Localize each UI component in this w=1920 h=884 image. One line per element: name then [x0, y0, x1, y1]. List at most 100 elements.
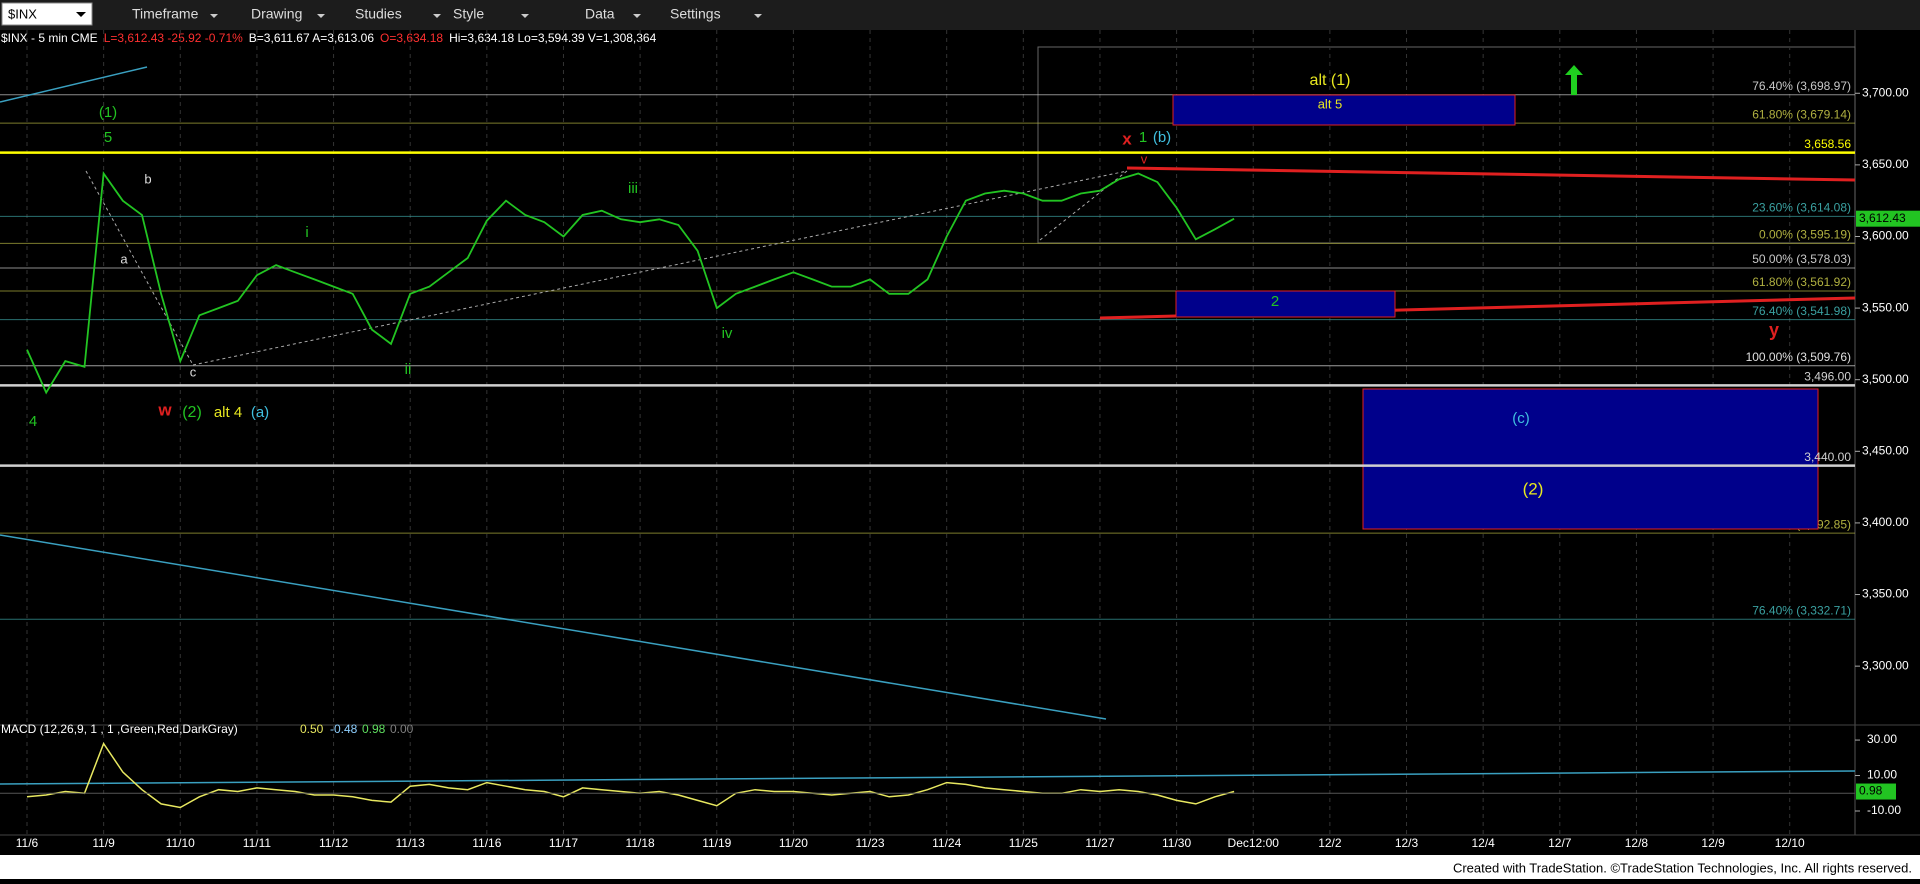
- x-tick-label: 11/16: [472, 836, 501, 850]
- level-label: 3,496.00: [1804, 370, 1851, 384]
- dotted-line: [85, 170, 194, 366]
- wave-label: 1: [1139, 129, 1147, 146]
- wave-label: iii: [628, 180, 638, 197]
- wave-label: w: [157, 400, 172, 419]
- x-tick-label: 11/25: [1009, 836, 1038, 850]
- dropdown: [76, 12, 86, 17]
- info-part: Hi=3,634.18 Lo=3,594.39 V=1,308,364: [449, 31, 657, 45]
- symbol-box[interactable]: [1, 2, 93, 26]
- macd-tag-label: 0.98: [1859, 784, 1883, 798]
- menu-item[interactable]: Style: [453, 6, 484, 22]
- y-tick-label: 3,500.00: [1862, 372, 1909, 386]
- footer-bar: [0, 855, 1920, 879]
- wave-label: 5: [104, 129, 112, 146]
- y-tick-label: 3,400.00: [1862, 515, 1909, 529]
- target-box: [1172, 94, 1516, 126]
- x-tick-label: 12/9: [1701, 836, 1725, 850]
- info-line: $INX - 5 min CME L=3,612.43 -25.92 -0.71%…: [1, 31, 657, 45]
- dotted-line: [192, 170, 1128, 366]
- x-tick-label: 12/7: [1548, 836, 1572, 850]
- menu-arrow: [210, 14, 218, 18]
- x-tick-label: 11/13: [396, 836, 425, 850]
- wave-label: (2): [1523, 479, 1544, 498]
- footer: Created with TradeStation. ©TradeStation…: [1453, 860, 1912, 875]
- y-tick-label: 3,600.00: [1862, 229, 1909, 243]
- y-tick-label: 3,700.00: [1862, 85, 1909, 99]
- menu-item[interactable]: Data: [585, 6, 615, 22]
- price-line: [26, 171, 1235, 395]
- x-tick-label: 12/2: [1318, 836, 1342, 850]
- wave-label: y: [1769, 320, 1779, 340]
- wave-label: (c): [1512, 410, 1530, 427]
- wave-label: alt (1): [1310, 72, 1351, 89]
- y-tick-label: -10.00: [1867, 803, 1901, 817]
- fib-label: 76.40% (3,541.98): [1752, 304, 1851, 318]
- menu-item[interactable]: Studies: [355, 6, 402, 22]
- wave-label: 4: [29, 413, 37, 430]
- up-arrow: [1565, 65, 1583, 95]
- wave-label: c: [190, 364, 197, 379]
- menu-arrow: [521, 14, 529, 18]
- target-box: [1175, 290, 1396, 318]
- price-tag-label: 3,612.43: [1859, 211, 1906, 225]
- trend-line: [0, 534, 1107, 720]
- y-tick-label: 3,550.00: [1862, 300, 1909, 314]
- wave-label: (1): [99, 104, 117, 121]
- y-tick-label: 3,350.00: [1862, 587, 1909, 601]
- x-tick-label: 11/6: [16, 836, 39, 850]
- y-tick-label: 30.00: [1867, 732, 1897, 746]
- menu-arrow: [317, 14, 325, 18]
- macd-readout: 0.00: [390, 722, 414, 736]
- x-tick-label: Dec12:00: [1228, 836, 1280, 850]
- menu-item[interactable]: Drawing: [251, 6, 302, 22]
- y-tick-label: 3,300.00: [1862, 658, 1909, 672]
- wave-label: i: [305, 224, 308, 241]
- x-tick-label: 11/30: [1162, 836, 1191, 850]
- macd-readout: 0.50: [300, 722, 324, 736]
- macd-readout: 0.98: [362, 722, 386, 736]
- menu-arrow: [754, 14, 762, 18]
- x-tick-label: 12/4: [1471, 836, 1495, 850]
- x-tick-label: 11/20: [779, 836, 808, 850]
- x-tick-label: 11/17: [549, 836, 578, 850]
- fib-label: 50.00% (3,578.03): [1752, 252, 1851, 266]
- fib-label: 0.00% (3,595.19): [1759, 228, 1851, 242]
- x-tick-label: 11/18: [626, 836, 655, 850]
- wave-label: (a): [251, 404, 269, 421]
- macd-line: [26, 741, 1235, 809]
- x-tick-label: 11/19: [702, 836, 731, 850]
- level-label: 3,658.56: [1804, 137, 1851, 151]
- macd-title: MACD (12,26,9, 1 , 1 ,Green,Red,DarkGray…: [1, 722, 238, 736]
- menu-arrow: [433, 14, 441, 18]
- macd-readout: -0.48: [330, 722, 358, 736]
- price-tag: [1856, 210, 1920, 227]
- x-tick-label: 12/3: [1395, 836, 1419, 850]
- fib-label: 61.80% (3,561.92): [1752, 275, 1851, 289]
- level-label: 3,440.00: [1804, 450, 1851, 464]
- fib-label: 61.80% (3,679.14): [1752, 107, 1851, 121]
- wave-label: iv: [722, 325, 733, 342]
- x-tick-label: 11/24: [932, 836, 961, 850]
- x-tick-label: 11/10: [166, 836, 195, 850]
- wave-label: 2: [1271, 293, 1279, 310]
- wave-label: b: [144, 171, 151, 186]
- info-part: B=3,611.67 A=3,613.06: [249, 31, 375, 45]
- fib-label: 76.40% (3,698.97): [1752, 79, 1851, 93]
- target-box: [1362, 388, 1819, 530]
- x-tick-label: 11/11: [243, 836, 272, 850]
- x-tick-label: 12/10: [1775, 836, 1805, 850]
- menu-item[interactable]: Settings: [670, 6, 721, 22]
- trend-line: [0, 770, 1856, 785]
- wave-label: ii: [405, 361, 412, 378]
- menu-item[interactable]: Timeframe: [132, 6, 199, 22]
- trend-line: [1126, 166, 1856, 182]
- wave-label: (b): [1153, 129, 1171, 146]
- wave-label: x: [1122, 129, 1132, 148]
- trend-line: [0, 66, 148, 103]
- info-part: $INX - 5 min CME: [1, 31, 98, 45]
- y-tick-label: 10.00: [1867, 768, 1897, 782]
- menu-arrow: [633, 14, 641, 18]
- x-tick-label: 11/9: [92, 836, 115, 850]
- fib-label: 100.00% (3,509.76): [1746, 350, 1851, 364]
